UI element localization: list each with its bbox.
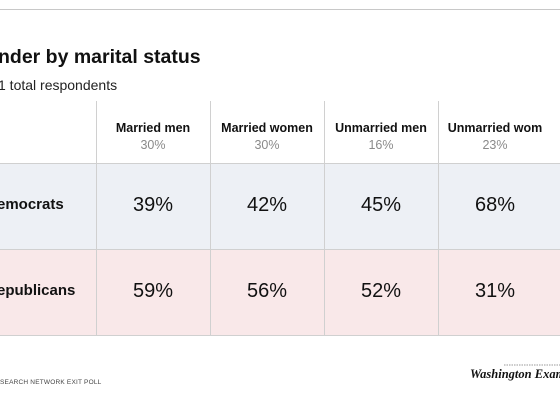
results-table: Married men 30% Married women 30% Unmarr…: [0, 101, 560, 336]
chart-title: nder by marital status: [0, 46, 201, 68]
data-cell: 45%: [360, 194, 402, 216]
data-cell: 31%: [474, 280, 516, 302]
data-cell: 42%: [246, 194, 288, 216]
column-label: Married women: [221, 121, 313, 135]
column-header-unmarried-women: Unmarried wom 23%: [438, 121, 552, 152]
column-label: Unmarried men: [335, 121, 427, 135]
column-share: 30%: [254, 138, 280, 152]
column-header-unmarried-men: Unmarried men 16%: [324, 121, 438, 152]
column-share: 30%: [140, 138, 166, 152]
column-divider: [438, 101, 439, 335]
data-cell: 68%: [474, 194, 516, 216]
table-header-row: Married men 30% Married women 30% Unmarr…: [0, 101, 560, 163]
row-label-republicans: epublicans: [0, 282, 76, 299]
data-cell: 52%: [360, 280, 402, 302]
column-label: Married men: [115, 121, 191, 135]
table-row-republicans: epublicans 59% 56% 52% 31%: [0, 249, 560, 336]
column-share: 16%: [368, 138, 394, 152]
chart-subtitle: 1 total respondents: [0, 77, 118, 93]
top-divider: [0, 9, 560, 10]
washington-examiner-logo: Washington Exam: [470, 362, 560, 384]
data-cell: 39%: [132, 194, 174, 216]
table-row-democrats: emocrats 39% 42% 45% 68%: [0, 163, 560, 249]
data-cell: 59%: [132, 280, 174, 302]
newspaper-logo-icon: Washington Exam: [470, 364, 560, 381]
source-note: SEARCH NETWORK EXIT POLL: [0, 379, 102, 386]
column-header-married-men: Married men 30%: [96, 121, 210, 152]
column-header-married-women: Married women 30%: [210, 121, 324, 152]
column-divider: [96, 101, 97, 335]
column-share: 23%: [482, 138, 508, 152]
column-divider: [210, 101, 211, 335]
logo-wordmark: Washington Exam: [470, 367, 560, 381]
column-divider: [324, 101, 325, 335]
row-label-democrats: emocrats: [0, 196, 64, 213]
column-label: Unmarried wom: [447, 121, 543, 135]
data-cell: 56%: [246, 280, 288, 302]
